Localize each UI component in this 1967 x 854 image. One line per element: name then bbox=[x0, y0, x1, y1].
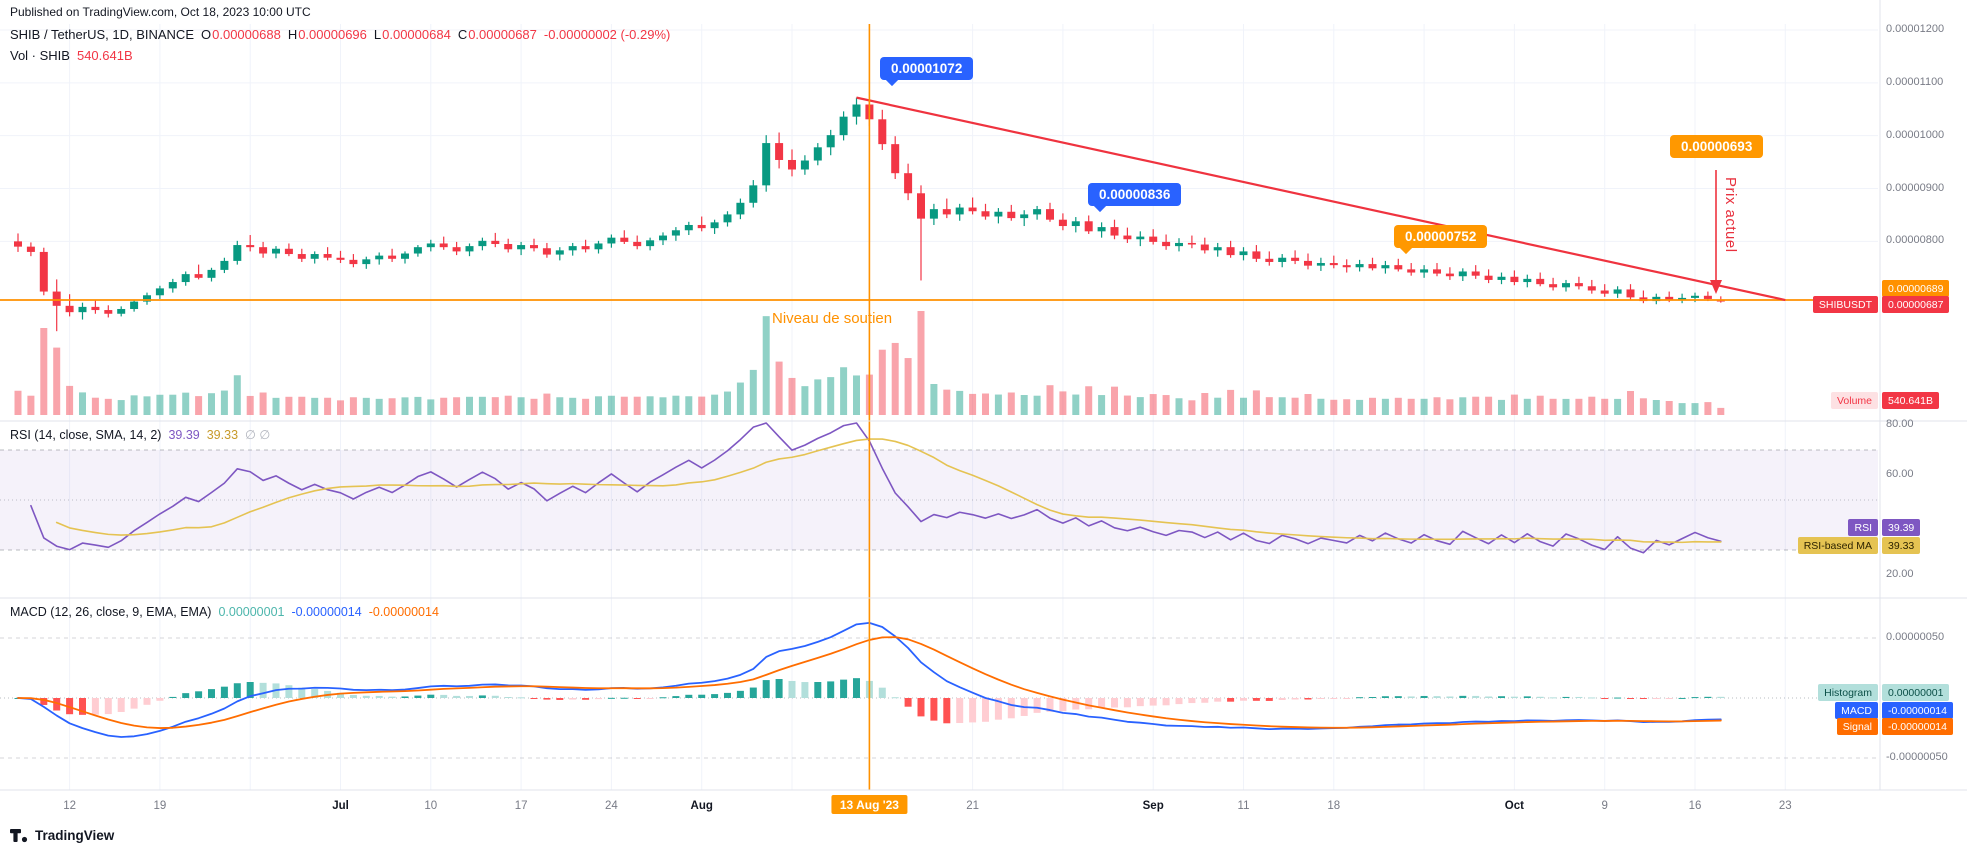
ohlc-open: O0.00000688 bbox=[201, 27, 281, 42]
time-label: 18 bbox=[1327, 800, 1341, 812]
time-label: Sep bbox=[1142, 800, 1164, 812]
callout-retest-price[interactable]: 0.00000752 bbox=[1394, 225, 1488, 248]
time-scale[interactable]: 12 19 Jul 10 17 24 Aug 21 Sep 11 18 Oct 9 16 23 13 Aug … bbox=[0, 794, 1967, 820]
time-label: 21 bbox=[966, 800, 979, 812]
volume-legend[interactable]: Vol · SHIB 540.641B bbox=[10, 48, 133, 63]
volume-tag-label: Volume bbox=[1830, 392, 1878, 409]
macd-tag-value: -0.00000014 bbox=[1882, 702, 1953, 719]
symbol-title[interactable]: SHIB / TetherUS, 1D, BINANCE bbox=[10, 27, 194, 42]
rsi-legend-value: 39.39 bbox=[168, 427, 200, 442]
volume-legend-value: 540.641B bbox=[76, 48, 133, 63]
time-label: 9 bbox=[1601, 800, 1608, 812]
time-label: Oct bbox=[1504, 800, 1524, 812]
symbol-legend[interactable]: SHIB / TetherUS, 1D, BINANCE O0.00000688… bbox=[10, 27, 670, 42]
rsi-empty-values: ∅ ∅ bbox=[245, 428, 271, 442]
change-value: -0.00000002 (-0.29%) bbox=[543, 27, 671, 42]
macd-legend[interactable]: MACD (12, 26, close, 9, EMA, EMA) 0.0000… bbox=[10, 605, 439, 619]
macd-signal-value: -0.00000014 bbox=[368, 605, 439, 619]
time-label: 16 bbox=[1688, 800, 1702, 812]
callout-peak-price[interactable]: 0.00001072 bbox=[880, 57, 974, 80]
last-price-tag: 0.00000687 bbox=[1882, 296, 1950, 313]
rsi-ma-tag-value: 39.33 bbox=[1882, 537, 1921, 554]
time-label: 19 bbox=[153, 800, 167, 812]
callout-current-price[interactable]: 0.00000693 bbox=[1670, 135, 1764, 158]
ohlc-close: C0.00000687 bbox=[457, 27, 537, 42]
time-label: 10 bbox=[424, 800, 438, 812]
tradingview-logo-icon bbox=[10, 829, 28, 843]
support-level-label[interactable]: Niveau de soutien bbox=[772, 310, 893, 327]
symbol-price-tag: SHIBUSDT bbox=[1812, 296, 1878, 313]
rsi-legend-title: RSI (14, close, SMA, 14, 2) bbox=[10, 427, 162, 442]
published-caption: Published on TradingView.com, Oct 18, 20… bbox=[10, 5, 311, 19]
time-label: 17 bbox=[514, 800, 528, 812]
callout-lower-high-price[interactable]: 0.00000836 bbox=[1088, 183, 1182, 206]
rsi-legend[interactable]: RSI (14, close, SMA, 14, 2) 39.39 39.33 … bbox=[10, 427, 271, 443]
macd-legend-title: MACD (12, 26, close, 9, EMA, EMA) bbox=[10, 605, 212, 619]
time-label: Aug bbox=[690, 800, 713, 812]
time-label: 11 bbox=[1237, 800, 1250, 812]
rsi-tag-value: 39.39 bbox=[1882, 519, 1921, 536]
time-label: 24 bbox=[604, 800, 618, 812]
ohlc-high: H0.00000696 bbox=[287, 27, 367, 42]
current-price-label[interactable]: Prix actuel bbox=[1722, 177, 1739, 253]
rsi-ma-legend-value: 39.33 bbox=[206, 427, 239, 442]
time-label: 12 bbox=[63, 800, 76, 812]
rsi-ma-tag-label: RSI-based MA bbox=[1797, 537, 1878, 554]
tradingview-brand-text: TradingView bbox=[35, 828, 115, 843]
ohlc-low: L0.00000684 bbox=[373, 27, 451, 42]
macd-hist-value: 0.00000001 bbox=[218, 605, 285, 619]
histogram-tag-label: Histogram bbox=[1818, 684, 1878, 701]
volume-legend-label: Vol · SHIB bbox=[10, 48, 70, 63]
signal-tag-value: -0.00000014 bbox=[1882, 718, 1953, 735]
volume-tag-value: 540.641B bbox=[1882, 392, 1939, 409]
time-label: 23 bbox=[1778, 800, 1792, 812]
signal-tag-label: Signal bbox=[1836, 718, 1878, 735]
tradingview-logo[interactable]: TradingView bbox=[10, 826, 114, 845]
macd-line-value: -0.00000014 bbox=[291, 605, 362, 619]
histogram-tag-value: 0.00000001 bbox=[1882, 684, 1950, 701]
date-badge: 13 Aug '23 bbox=[831, 795, 907, 814]
time-label: Jul bbox=[332, 800, 349, 812]
rsi-tag-label: RSI bbox=[1848, 519, 1878, 536]
macd-tag-label: MACD bbox=[1835, 702, 1878, 719]
support-price-tag: 0.00000689 bbox=[1882, 280, 1950, 297]
